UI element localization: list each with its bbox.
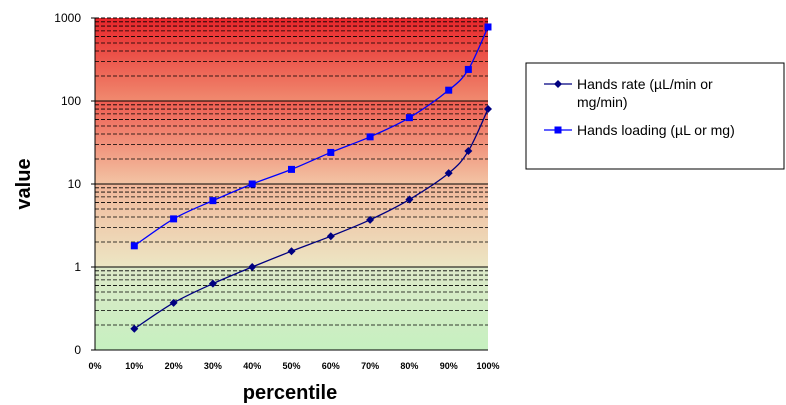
legend-item-2: Hands loading (µL or mg) [544,122,735,138]
series-2 [130,23,492,250]
data-point [464,65,472,73]
x-tick-label: 80% [400,361,418,371]
y-tick-label: 1 [74,260,81,274]
x-tick-label: 100% [476,361,499,371]
y-tick-label: 100 [61,94,81,108]
legend-box [525,62,785,170]
data-point [288,165,295,173]
data-point [464,146,473,155]
legend-item-1: Hands rate (µL/min or mg/min) [544,76,713,110]
data-point [287,247,296,256]
data-point [130,324,139,333]
data-point [484,105,492,114]
background-band [95,18,488,101]
data-point [366,215,375,224]
x-tick-label: 60% [322,361,340,371]
legend-label: Hands loading (µL or mg) [577,122,735,138]
data-point [405,195,414,204]
data-point [366,133,374,141]
x-tick-label: 40% [243,361,261,371]
x-tick-label: 20% [165,361,183,371]
data-point [326,232,335,241]
data-point [327,148,335,156]
axes [91,17,488,351]
data-point [445,86,453,94]
background-band [95,267,488,350]
y-tick-label: 10 [68,177,82,191]
y-tick-label: 0 [74,343,81,357]
y-tick-label: 1000 [54,11,81,25]
x-tick-label: 10% [125,361,143,371]
x-axis-title: percentile [243,382,337,404]
legend-marker [554,126,562,134]
x-tick-label: 70% [361,361,379,371]
data-point [208,279,217,288]
x-tick-label: 30% [204,361,222,371]
data-point [405,114,413,122]
x-tick-label: 90% [440,361,458,371]
data-point [169,298,178,307]
series-1 [130,105,492,333]
legend-marker [554,80,562,88]
x-tick-labels: 0% 10% 20% 30% 40% 50% 60% 70% 80% 90% 100% [88,361,499,371]
data-point [484,23,492,31]
legend-label: Hands rate (µL/min or mg/min) [577,76,713,110]
y-axis-title: value [13,158,35,209]
background-bands [95,18,488,350]
legend: Hands rate (µL/min or mg/min) Hands loadin… [525,62,785,170]
data-point [248,180,256,188]
data-point [248,263,257,271]
x-tick-label: 50% [282,361,300,371]
series-layer [130,23,492,333]
data-point [170,215,178,223]
y-tick-labels: 0 1 10 100 1000 [54,11,81,357]
data-point [444,169,453,178]
data-point [209,197,217,205]
data-point [130,242,138,250]
x-tick-label: 0% [88,361,101,371]
